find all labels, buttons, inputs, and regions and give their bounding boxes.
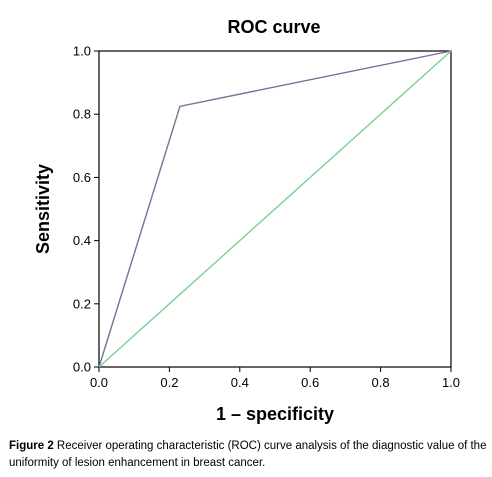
caption-text: Receiver operating characteristic (ROC) … xyxy=(9,440,487,469)
series-line-1 xyxy=(98,50,452,368)
y-tick-label: 0.2 xyxy=(73,296,91,311)
x-tick-label: 0.2 xyxy=(160,375,178,390)
figure-caption: Figure 2 Receiver operating characterist… xyxy=(9,438,487,472)
ticks-layer: 0.0 0.2 0.4 0.6 0.8 1.0 0.0 0.2 0.4 0.6 0.8 1.0 xyxy=(73,44,460,391)
series-layer xyxy=(98,50,452,368)
x-tick-label: 0.8 xyxy=(372,375,390,390)
y-tick-label: 0.0 xyxy=(73,360,91,375)
x-tick-label: 1.0 xyxy=(442,375,460,390)
figure-label: Figure 2 xyxy=(9,440,54,452)
x-tick-label: 0.0 xyxy=(90,375,108,390)
x-axis-label: 1 – specificity xyxy=(216,404,334,424)
y-axis-label: Sensitivity xyxy=(33,164,53,254)
y-tick-label: 0.6 xyxy=(73,170,91,185)
plot-frame xyxy=(98,50,452,368)
y-tick-label: 1.0 xyxy=(73,44,91,59)
series-line-0 xyxy=(98,50,452,368)
x-tick-label: 0.6 xyxy=(301,375,319,390)
y-tick-label: 0.4 xyxy=(73,233,91,248)
roc-chart: ROC curve 0.0 0.2 0.4 0.6 0.8 1.0 0.0 0.2 0.4 0.6… xyxy=(33,17,460,424)
chart-title: ROC curve xyxy=(227,17,320,37)
y-tick-label: 0.8 xyxy=(73,107,91,122)
x-tick-label: 0.4 xyxy=(231,375,249,390)
